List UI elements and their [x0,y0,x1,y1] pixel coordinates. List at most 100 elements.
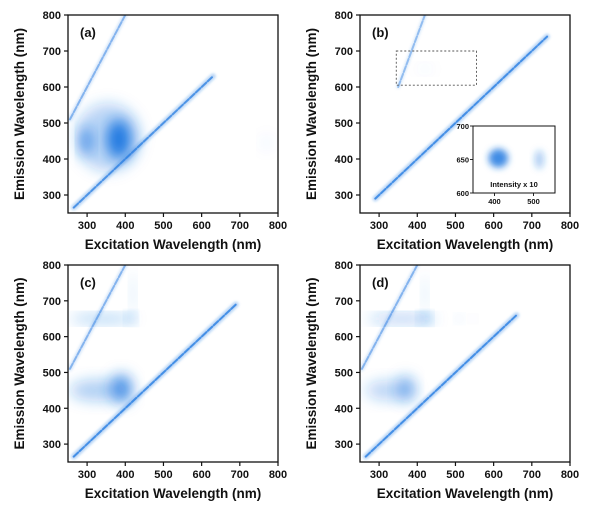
inset-content [488,148,545,169]
x-tick-label: 500 [154,220,172,232]
x-tick-label: 800 [269,469,287,481]
x-tick-label: 800 [561,220,579,232]
emission-blob [417,65,433,73]
x-tick-label: 700 [231,469,249,481]
y-tick-label: 500 [335,367,353,379]
y-tick-label: 700 [335,46,353,58]
y-tick-label: 700 [335,296,353,308]
x-tick-label: 600 [484,469,502,481]
eem-panel-d: 300 400 500 600 700 800 300 400 500 600 700 800 Exci… [304,260,579,501]
y-tick-label: 400 [335,403,353,415]
scatter-line [360,265,419,370]
x-tick-label: 500 [154,469,172,481]
y-axis-title: Emission Wavelength (nm) [304,277,319,449]
panel-label: (a) [80,25,96,40]
x-axis-title: Excitation Wavelength (nm) [85,237,262,252]
y-tick-label: 300 [43,190,61,202]
emission-blob [397,376,415,402]
scatter-line [397,15,426,88]
x-tick-label: 600 [192,469,210,481]
plot-frame [67,14,279,214]
y-tick-label: 800 [43,260,61,272]
y-axis-title: Emission Wavelength (nm) [12,277,27,449]
scatter-line-glow [68,265,128,371]
x-tick-label: 400 [408,220,426,232]
emission-blob [469,316,476,322]
plot-frame [359,264,571,463]
inset-plot: 400 500 600 650 700 Intensity x 10 [456,122,556,206]
inset-y-tick-label: 700 [456,122,469,131]
x-tick-label: 500 [446,220,464,232]
y-tick-label: 300 [43,439,61,451]
y-tick-label: 700 [43,46,61,58]
x-tick-label: 500 [446,469,464,481]
heatmap-content [360,265,520,460]
emission-blob [127,313,135,323]
emission-blob [261,134,272,151]
scatter-line-glow [360,265,420,371]
y-tick-label: 500 [335,118,353,130]
inset-y-tick-label: 600 [456,189,469,198]
scatter-line [72,303,237,458]
x-axis-title: Excitation Wavelength (nm) [377,237,554,252]
scatter-line-glow [396,15,427,89]
x-tick-label: 300 [370,220,388,232]
heatmap-content [68,15,272,211]
scatter-line-glow [68,15,128,122]
emission-blob [110,374,133,403]
panel-label: (b) [372,25,389,40]
x-axis-title: Excitation Wavelength (nm) [377,486,554,501]
y-tick-label: 600 [43,332,61,344]
scatter-line [364,314,518,458]
y-tick-label: 400 [43,154,61,166]
x-tick-label: 600 [484,220,502,232]
scatter-line [72,75,215,209]
x-tick-label: 800 [561,469,579,481]
y-tick-label: 800 [43,10,61,22]
inset-x-tick-label: 400 [488,197,501,206]
y-tick-label: 700 [43,296,61,308]
eem-panel-c: 300 400 500 600 700 800 300 400 500 600 700 800 Exci… [12,260,287,501]
x-tick-label: 400 [116,220,134,232]
y-tick-label: 300 [335,190,353,202]
y-tick-label: 500 [43,118,61,130]
zoom-box [395,50,477,86]
x-axis-title: Excitation Wavelength (nm) [85,486,262,501]
inset-intensity-note: Intensity x 10 [490,180,538,189]
emission-blob [422,273,428,314]
scatter-line [68,15,127,121]
heatmap-content [372,15,550,202]
emission-blob [456,315,463,322]
y-tick-label: 400 [335,154,353,166]
emission-blob [367,315,437,323]
emission-blob [75,103,141,172]
y-tick-label: 800 [335,260,353,272]
x-tick-label: 700 [523,220,541,232]
panel-label: (d) [372,275,389,290]
x-tick-label: 400 [408,469,426,481]
heatmap-content [68,265,239,460]
inset-blob [488,148,509,168]
x-tick-label: 600 [192,220,210,232]
y-tick-label: 600 [335,82,353,94]
x-tick-label: 300 [78,469,96,481]
plot-frame [359,14,571,214]
emission-blob [130,272,136,316]
plot-frame [67,264,279,463]
y-tick-label: 500 [43,367,61,379]
y-tick-label: 600 [43,82,61,94]
x-tick-label: 700 [523,469,541,481]
emission-blob [420,313,430,323]
x-tick-label: 300 [370,469,388,481]
scatter-line [374,35,549,200]
eem-panel-b: 300 400 500 600 700 800 300 400 500 600 700 800 Exci… [304,10,579,252]
x-tick-label: 400 [116,469,134,481]
y-tick-label: 300 [335,439,353,451]
eem-panel-a: 300 400 500 600 700 800 300 400 500 600 700 800 Exci… [12,10,287,252]
y-axis-title: Emission Wavelength (nm) [304,28,319,200]
inset-y-tick-label: 650 [456,156,469,165]
y-tick-label: 600 [335,332,353,344]
y-tick-label: 800 [335,10,353,22]
panel-label: (c) [80,275,96,290]
